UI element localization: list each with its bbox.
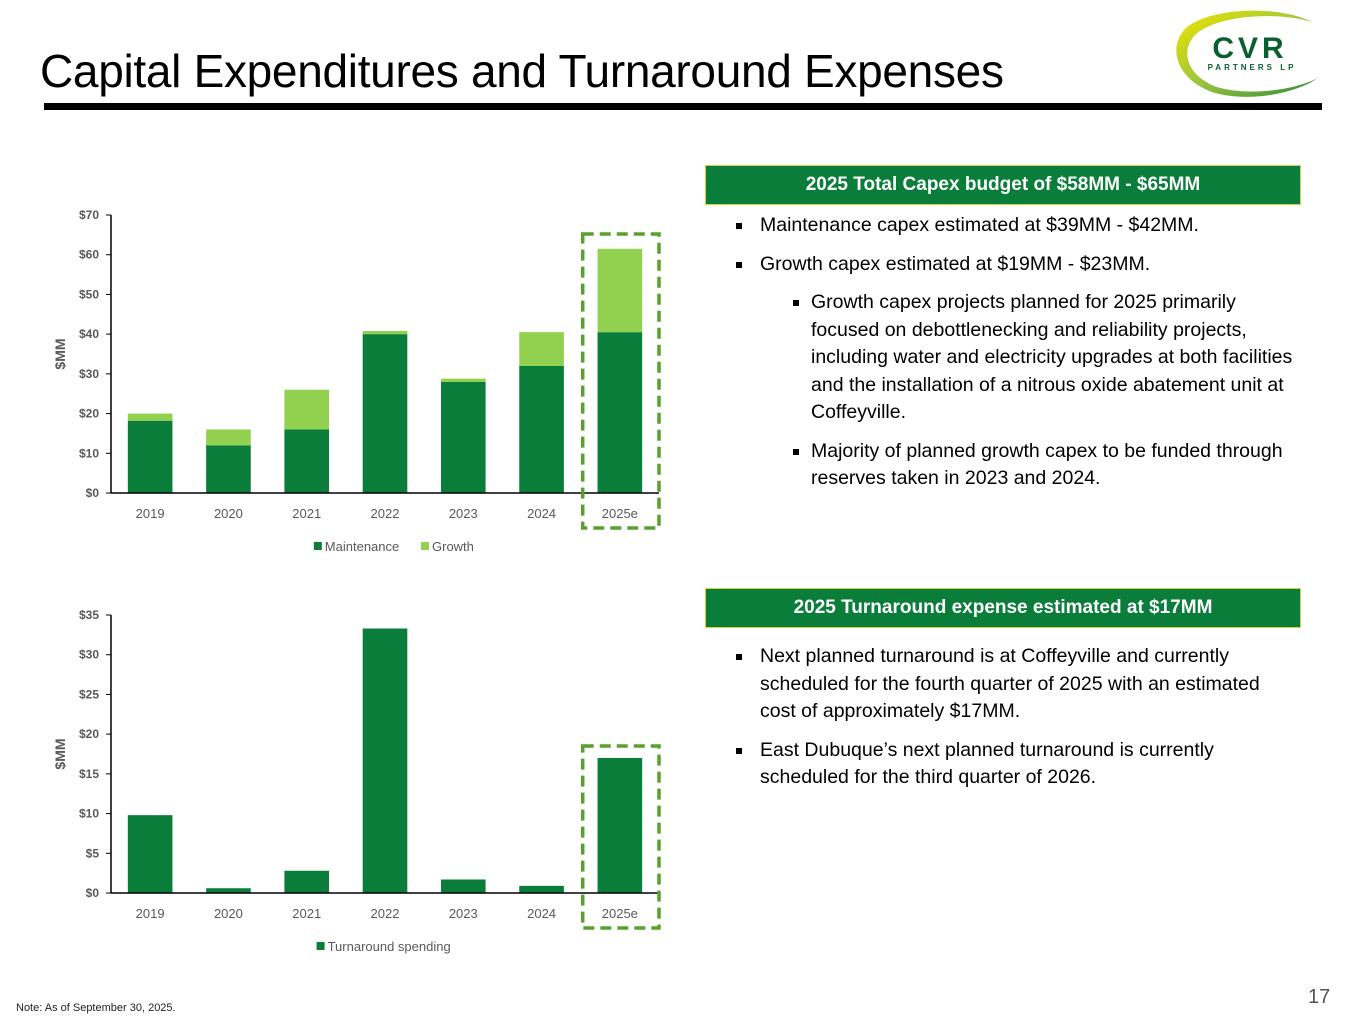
- legend-swatch: [421, 542, 429, 550]
- y-tick-label: $40: [79, 327, 99, 341]
- bar-turnaround-spending-2020: [206, 888, 251, 893]
- bar-maintenance-2021: [284, 429, 330, 493]
- y-tick-label: $20: [79, 407, 99, 421]
- y-tick-label: $60: [79, 248, 99, 262]
- bar-growth-2019: [127, 413, 173, 421]
- x-tick-label: 2023: [449, 906, 478, 921]
- bullet-text: Growth capex projects planned for 2025 p…: [811, 291, 1293, 423]
- bar-growth-2023: [440, 378, 486, 382]
- sub-bullet-item: Growth capex projects planned for 2025 p…: [720, 289, 1300, 427]
- y-tick-label: $0: [86, 486, 100, 500]
- y-tick-label: $20: [79, 727, 99, 741]
- y-tick-label: $30: [79, 648, 99, 662]
- bullet-item: East Dubuque’s next planned turnaround i…: [720, 737, 1300, 792]
- x-tick-label: 2025e: [602, 506, 638, 521]
- y-tick-label: $10: [79, 446, 99, 460]
- x-tick-label: 2021: [292, 506, 321, 521]
- bullet-item: Next planned turnaround is at Coffeyvill…: [720, 643, 1300, 726]
- bar-turnaround-spending-2024: [519, 885, 564, 893]
- sub-bullet-item: Majority of planned growth capex to be f…: [720, 438, 1300, 493]
- bullet-text: Next planned turnaround is at Coffeyvill…: [760, 645, 1260, 722]
- turnaround-chart: $MM $0 $5 $10 $15 $20 $25 $30 $35 2019 2020 2021 202…: [45, 595, 675, 970]
- title-rule: [44, 103, 1322, 110]
- bullet-square: [736, 261, 742, 268]
- bar-growth-2021: [284, 389, 330, 430]
- y-tick-label: $50: [79, 287, 99, 301]
- bullet-text: East Dubuque’s next planned turnaround i…: [760, 738, 1214, 789]
- capex-budget-header: 2025 Total Capex budget of $58MM - $65MM: [705, 165, 1301, 205]
- x-tick-label: 2022: [371, 906, 400, 921]
- bullet-square: [736, 223, 742, 229]
- turnaround-bullet-list: Next planned turnaround is at Coffeyvill…: [720, 643, 1300, 803]
- y-tick-label: $25: [79, 687, 99, 701]
- bar-maintenance-2020: [206, 445, 251, 493]
- x-tick-label: 2020: [214, 906, 243, 921]
- bar-turnaround-spending-2025e: [597, 757, 643, 893]
- x-tick-label: 2019: [136, 506, 165, 521]
- bar-turnaround-spending-2023: [440, 879, 486, 893]
- x-tick-label: 2024: [527, 506, 556, 521]
- legend-label: Maintenance: [325, 539, 399, 554]
- legend-swatch: [316, 942, 325, 950]
- page-number: 17: [1308, 986, 1331, 1008]
- bar-growth-2024: [519, 332, 564, 366]
- bar-growth-2022: [362, 330, 408, 335]
- x-tick-label: 2023: [449, 506, 478, 521]
- y-tick-label: $70: [79, 208, 99, 222]
- turnaround-expense-header: 2025 Turnaround expense estimated at $17…: [705, 588, 1301, 628]
- highlight-2025e-box: [580, 232, 661, 530]
- bar-growth-2020: [206, 429, 251, 446]
- bullet-item: Maintenance capex estimated at $39MM - $…: [720, 212, 1300, 240]
- capex-chart-svg: $MM $0 $10 $20 $30 $40 $50 $60 $70 2019 2020 2021 20…: [52, 208, 661, 554]
- bullet-square: [793, 448, 799, 455]
- capex-bullet-list: Maintenance capex estimated at $39MM - $…: [720, 212, 1300, 504]
- legend-swatch: [313, 542, 322, 550]
- bullet-text: Growth capex estimated at $19MM - $23MM.: [760, 252, 1151, 275]
- bar-turnaround-spending-2021: [284, 870, 330, 893]
- bar-turnaround-spending-2022: [362, 628, 408, 893]
- svg-text:PARTNERS LP: PARTNERS LP: [1208, 63, 1297, 72]
- bullet-square: [793, 300, 799, 306]
- legend-label: Growth: [432, 539, 474, 554]
- bar-maintenance-2025e: [597, 332, 643, 493]
- page-title: Capital Expenditures and Turnaround Expe…: [40, 45, 1004, 97]
- bar-maintenance-2024: [519, 365, 564, 493]
- x-tick-label: 2024: [527, 906, 556, 921]
- y-tick-label: $0: [86, 886, 100, 900]
- footnote: Note: As of September 30, 2025.: [16, 1002, 176, 1014]
- bullet-item: Growth capex estimated at $19MM - $23MM.: [720, 251, 1300, 279]
- bar-turnaround-spending-2019: [127, 815, 173, 893]
- y-tick-label: $10: [79, 807, 99, 821]
- y-tick-label: $30: [79, 367, 99, 381]
- y-axis-label: $MM: [52, 338, 68, 369]
- bullet-text: Maintenance capex estimated at $39MM - $…: [760, 214, 1199, 236]
- legend-label: Turnaround spending: [328, 939, 451, 954]
- x-tick-label: 2022: [371, 506, 400, 521]
- bar-maintenance-2019: [127, 420, 173, 493]
- highlight-2025e-box: [580, 744, 661, 930]
- svg-text:CVR: CVR: [1212, 32, 1287, 65]
- x-tick-label: 2025e: [602, 906, 638, 921]
- y-tick-label: $15: [79, 767, 99, 781]
- bar-maintenance-2022: [362, 334, 408, 493]
- y-axis-label: $MM: [52, 738, 68, 769]
- bar-growth-2025e: [597, 248, 643, 333]
- bullet-text: Majority of planned growth capex to be f…: [811, 439, 1283, 490]
- bullet-square: [736, 654, 742, 660]
- y-tick-label: $5: [86, 846, 100, 860]
- cvr-partners-logo: CVR PARTNERS LP: [1172, 8, 1324, 100]
- bullet-square: [736, 747, 742, 754]
- turnaround-chart-svg: $MM $0 $5 $10 $15 $20 $25 $30 $35 2019 2020 2021 202…: [52, 608, 661, 954]
- x-tick-label: 2021: [292, 906, 321, 921]
- x-tick-label: 2020: [214, 506, 243, 521]
- bar-maintenance-2023: [440, 381, 486, 493]
- x-tick-label: 2019: [136, 906, 165, 921]
- capex-chart: $MM $0 $10 $20 $30 $40 $50 $60 $70 2019 2020 2021 20…: [45, 195, 675, 570]
- y-tick-label: $35: [79, 608, 99, 622]
